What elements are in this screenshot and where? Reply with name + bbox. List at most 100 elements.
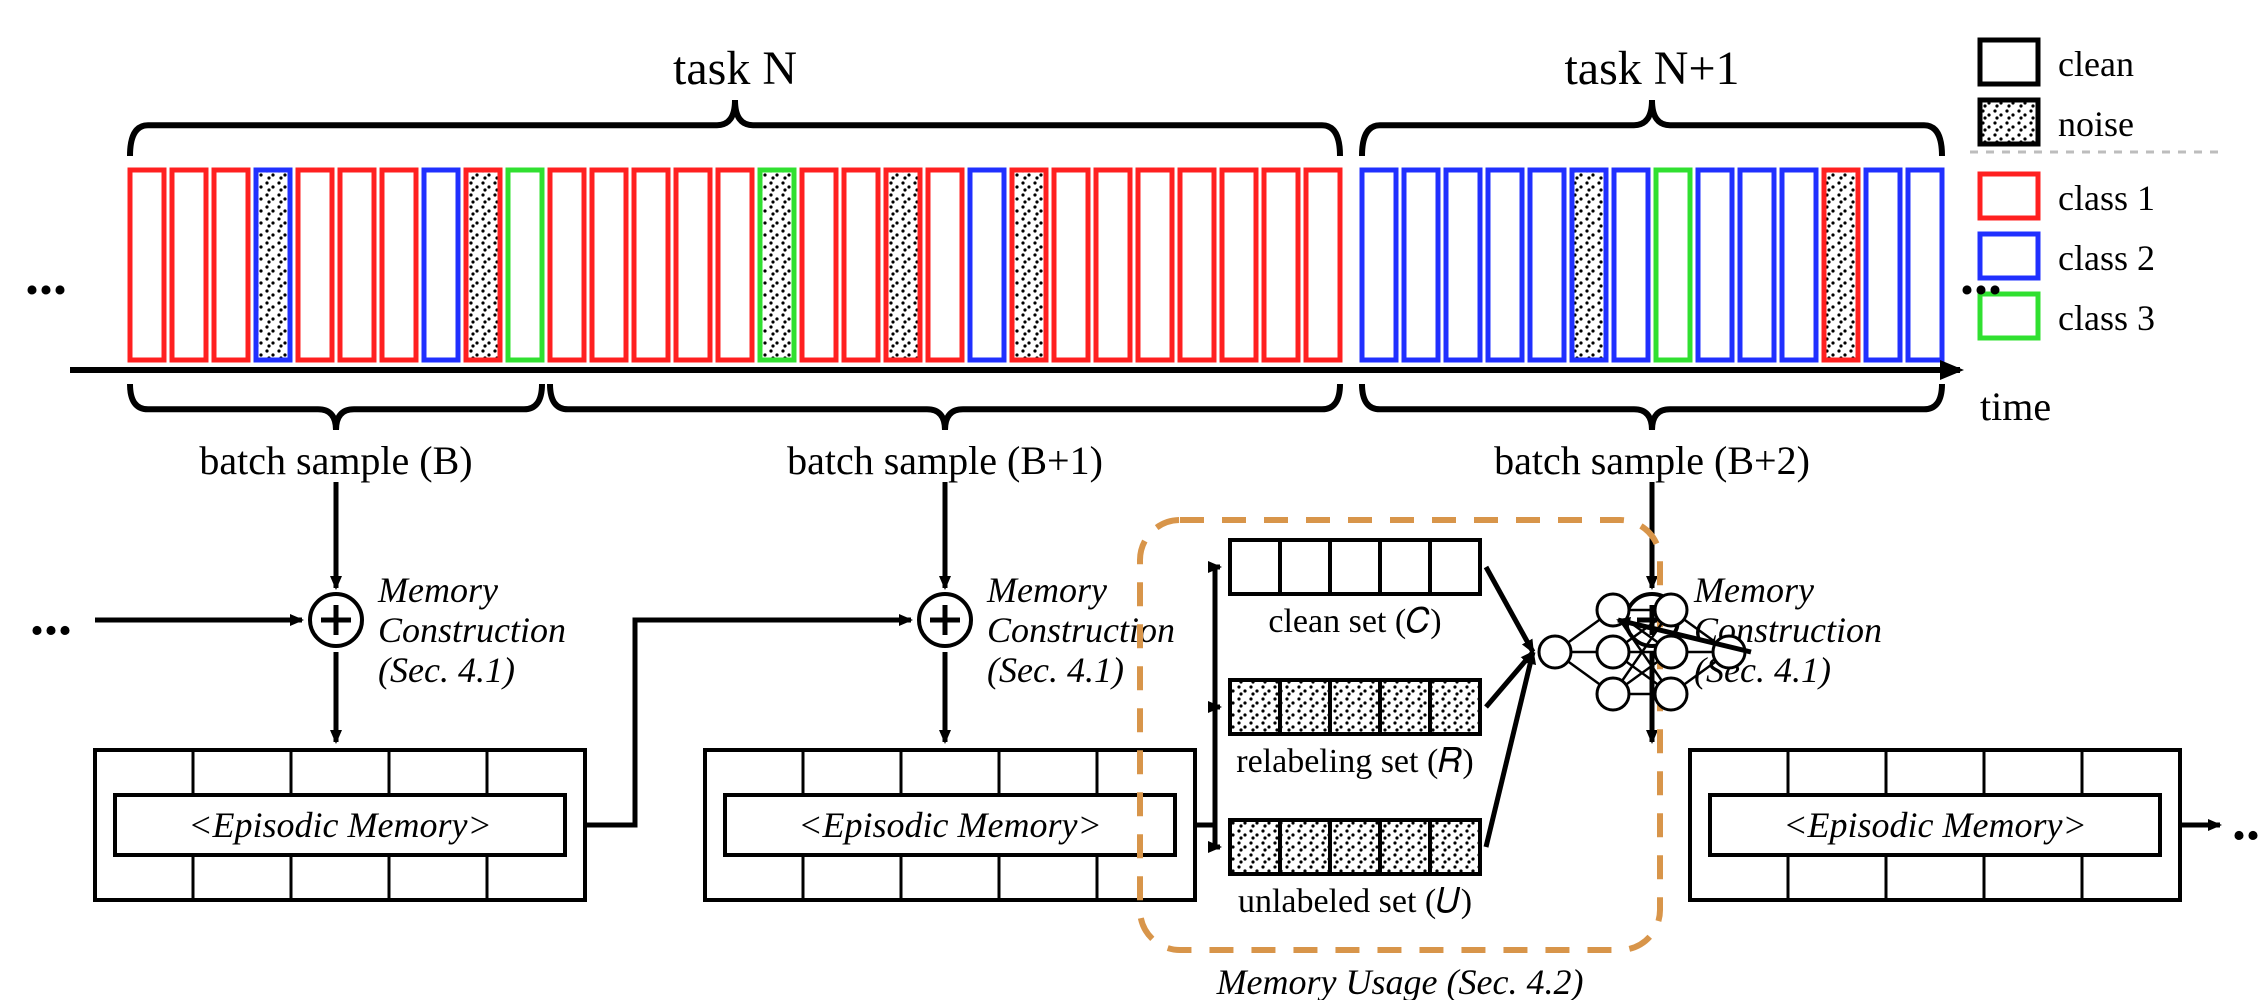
legend-swatch bbox=[1980, 100, 2038, 144]
brace-bottom bbox=[550, 384, 1340, 430]
set-cell bbox=[1330, 540, 1380, 594]
data-bar bbox=[1572, 170, 1606, 360]
data-bar bbox=[844, 170, 878, 360]
data-bar bbox=[508, 170, 542, 360]
memcon-label: (Sec. 4.1) bbox=[378, 650, 515, 690]
memcon-label: Memory bbox=[986, 570, 1107, 610]
data-bar bbox=[1012, 170, 1046, 360]
memcon-label: Construction bbox=[378, 610, 566, 650]
data-bar bbox=[1054, 170, 1088, 360]
legend-label: class 3 bbox=[2058, 298, 2155, 338]
nn-node bbox=[1655, 594, 1687, 626]
data-bar bbox=[970, 170, 1004, 360]
set-cell bbox=[1430, 820, 1480, 874]
set-cell bbox=[1280, 540, 1330, 594]
memcon-label: Memory bbox=[1693, 570, 1814, 610]
data-bar bbox=[760, 170, 794, 360]
episodic-memory-label: <Episodic Memory> bbox=[1783, 805, 2087, 845]
brace-bottom bbox=[1362, 384, 1942, 430]
legend-swatch bbox=[1980, 174, 2038, 218]
set-cell bbox=[1430, 540, 1480, 594]
brace-bottom bbox=[130, 384, 542, 430]
task-n1-label: task N+1 bbox=[1564, 42, 1739, 95]
set-cell bbox=[1380, 820, 1430, 874]
ellipsis-right: ... bbox=[1960, 245, 2002, 307]
ellipsis-flow-left: ... bbox=[30, 585, 72, 647]
set-cell bbox=[1230, 680, 1280, 734]
set-cell bbox=[1330, 680, 1380, 734]
arrow-to-setrow bbox=[1215, 707, 1220, 825]
data-bar bbox=[340, 170, 374, 360]
nn-node bbox=[1539, 636, 1571, 668]
data-bar bbox=[1866, 170, 1900, 360]
set-cell bbox=[1230, 540, 1280, 594]
batch-label: batch sample (B) bbox=[199, 438, 472, 483]
data-bar bbox=[1656, 170, 1690, 360]
memory-usage-label: Memory Usage (Sec. 4.2) bbox=[1216, 962, 1584, 1000]
nn-node bbox=[1597, 678, 1629, 710]
task-n-label: task N bbox=[673, 42, 797, 95]
legend-label: class 2 bbox=[2058, 238, 2155, 278]
episodic-memory-label: <Episodic Memory> bbox=[798, 805, 1102, 845]
data-bar bbox=[1740, 170, 1774, 360]
episodic-memory-label: <Episodic Memory> bbox=[188, 805, 492, 845]
set-cell bbox=[1280, 680, 1330, 734]
set-cell bbox=[1380, 680, 1430, 734]
data-bar bbox=[676, 170, 710, 360]
data-bar bbox=[1782, 170, 1816, 360]
batch-label: batch sample (B+2) bbox=[1494, 438, 1810, 483]
data-bar bbox=[1306, 170, 1340, 360]
data-bar bbox=[1698, 170, 1732, 360]
data-bar bbox=[592, 170, 626, 360]
batch-label: batch sample (B+1) bbox=[787, 438, 1103, 483]
data-bar bbox=[1488, 170, 1522, 360]
data-bar bbox=[256, 170, 290, 360]
legend-label: class 1 bbox=[2058, 178, 2155, 218]
time-label: time bbox=[1980, 384, 2051, 429]
set-cell bbox=[1430, 680, 1480, 734]
data-bar bbox=[424, 170, 458, 360]
ellipsis-flow-right: ... bbox=[2232, 790, 2260, 852]
data-bar bbox=[928, 170, 962, 360]
data-bar bbox=[1362, 170, 1396, 360]
memcon-label: Memory bbox=[377, 570, 498, 610]
data-bar bbox=[802, 170, 836, 360]
data-bar bbox=[1222, 170, 1256, 360]
brace-top bbox=[130, 100, 1340, 156]
data-bar bbox=[1138, 170, 1172, 360]
data-bar bbox=[298, 170, 332, 360]
data-bar bbox=[214, 170, 248, 360]
data-bar bbox=[1096, 170, 1130, 360]
data-bar bbox=[1614, 170, 1648, 360]
data-bar bbox=[550, 170, 584, 360]
data-bar bbox=[172, 170, 206, 360]
nn-node bbox=[1597, 636, 1629, 668]
legend-label: clean bbox=[2058, 44, 2134, 84]
set-cell bbox=[1380, 540, 1430, 594]
data-bar bbox=[634, 170, 668, 360]
legend-swatch bbox=[1980, 40, 2038, 84]
data-bar bbox=[886, 170, 920, 360]
diagram-root: clean noise class 1 class 2 class 3 time.....… bbox=[0, 0, 2260, 1000]
brace-top bbox=[1362, 100, 1942, 156]
set-row-label: unlabeled set (𝑈) bbox=[1238, 883, 1472, 920]
nn-node bbox=[1655, 678, 1687, 710]
data-bar bbox=[466, 170, 500, 360]
data-bar bbox=[1446, 170, 1480, 360]
data-bar bbox=[718, 170, 752, 360]
set-cell bbox=[1280, 820, 1330, 874]
data-bar bbox=[382, 170, 416, 360]
nn-node bbox=[1713, 636, 1745, 668]
set-row-label: relabeling set (𝑅) bbox=[1236, 743, 1473, 780]
data-bar bbox=[1404, 170, 1438, 360]
memcon-label: Construction bbox=[987, 610, 1175, 650]
data-bar bbox=[130, 170, 164, 360]
arrow-set-to-nn bbox=[1486, 567, 1533, 652]
data-bar bbox=[1530, 170, 1564, 360]
legend-label: noise bbox=[2058, 104, 2134, 144]
nn-node bbox=[1655, 636, 1687, 668]
set-cell bbox=[1330, 820, 1380, 874]
set-row-label: clean set (𝐶) bbox=[1268, 603, 1441, 640]
arrow-to-setrow bbox=[1215, 825, 1220, 847]
set-cell bbox=[1230, 820, 1280, 874]
